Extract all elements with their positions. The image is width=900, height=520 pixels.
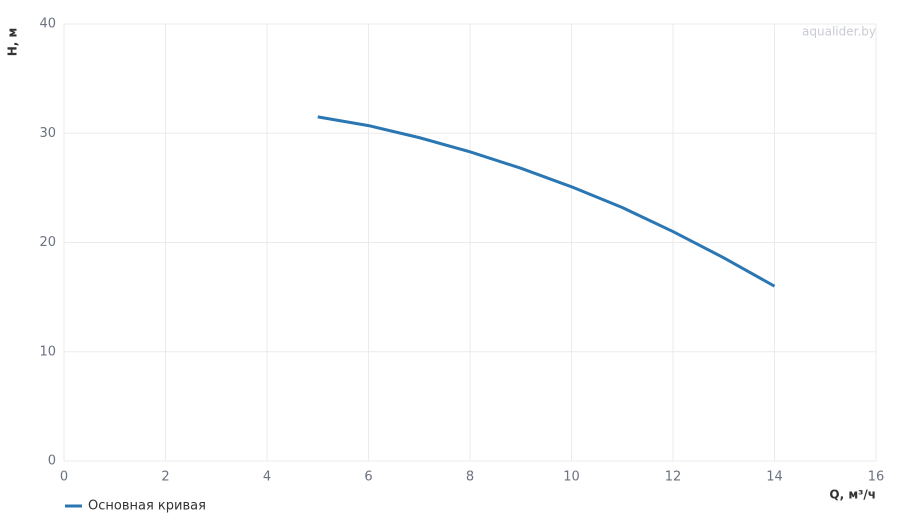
x-tick-label: 16 xyxy=(868,470,885,485)
x-tick-label: 2 xyxy=(161,470,169,485)
y-tick-label: 40 xyxy=(39,17,56,32)
y-tick-label: 30 xyxy=(39,126,56,141)
y-tick-label: 10 xyxy=(39,344,56,359)
y-tick-label: 0 xyxy=(48,454,56,469)
legend-label: Основная кривая xyxy=(88,499,206,514)
watermark: aqualider.by xyxy=(802,25,876,39)
x-tick-label: 14 xyxy=(766,470,783,485)
data-line xyxy=(317,115,776,288)
x-tick-label: 12 xyxy=(665,470,682,485)
x-tick-label: 6 xyxy=(364,470,372,485)
x-tick-label: 8 xyxy=(466,470,474,485)
x-tick-label: 4 xyxy=(263,470,271,485)
y-tick-label: 20 xyxy=(39,235,56,250)
x-tick-label: 0 xyxy=(60,470,68,485)
x-tick-label: 10 xyxy=(563,470,580,485)
y-axis-label: H, м xyxy=(6,28,20,57)
x-axis-label: Q, м³/ч xyxy=(829,488,876,502)
